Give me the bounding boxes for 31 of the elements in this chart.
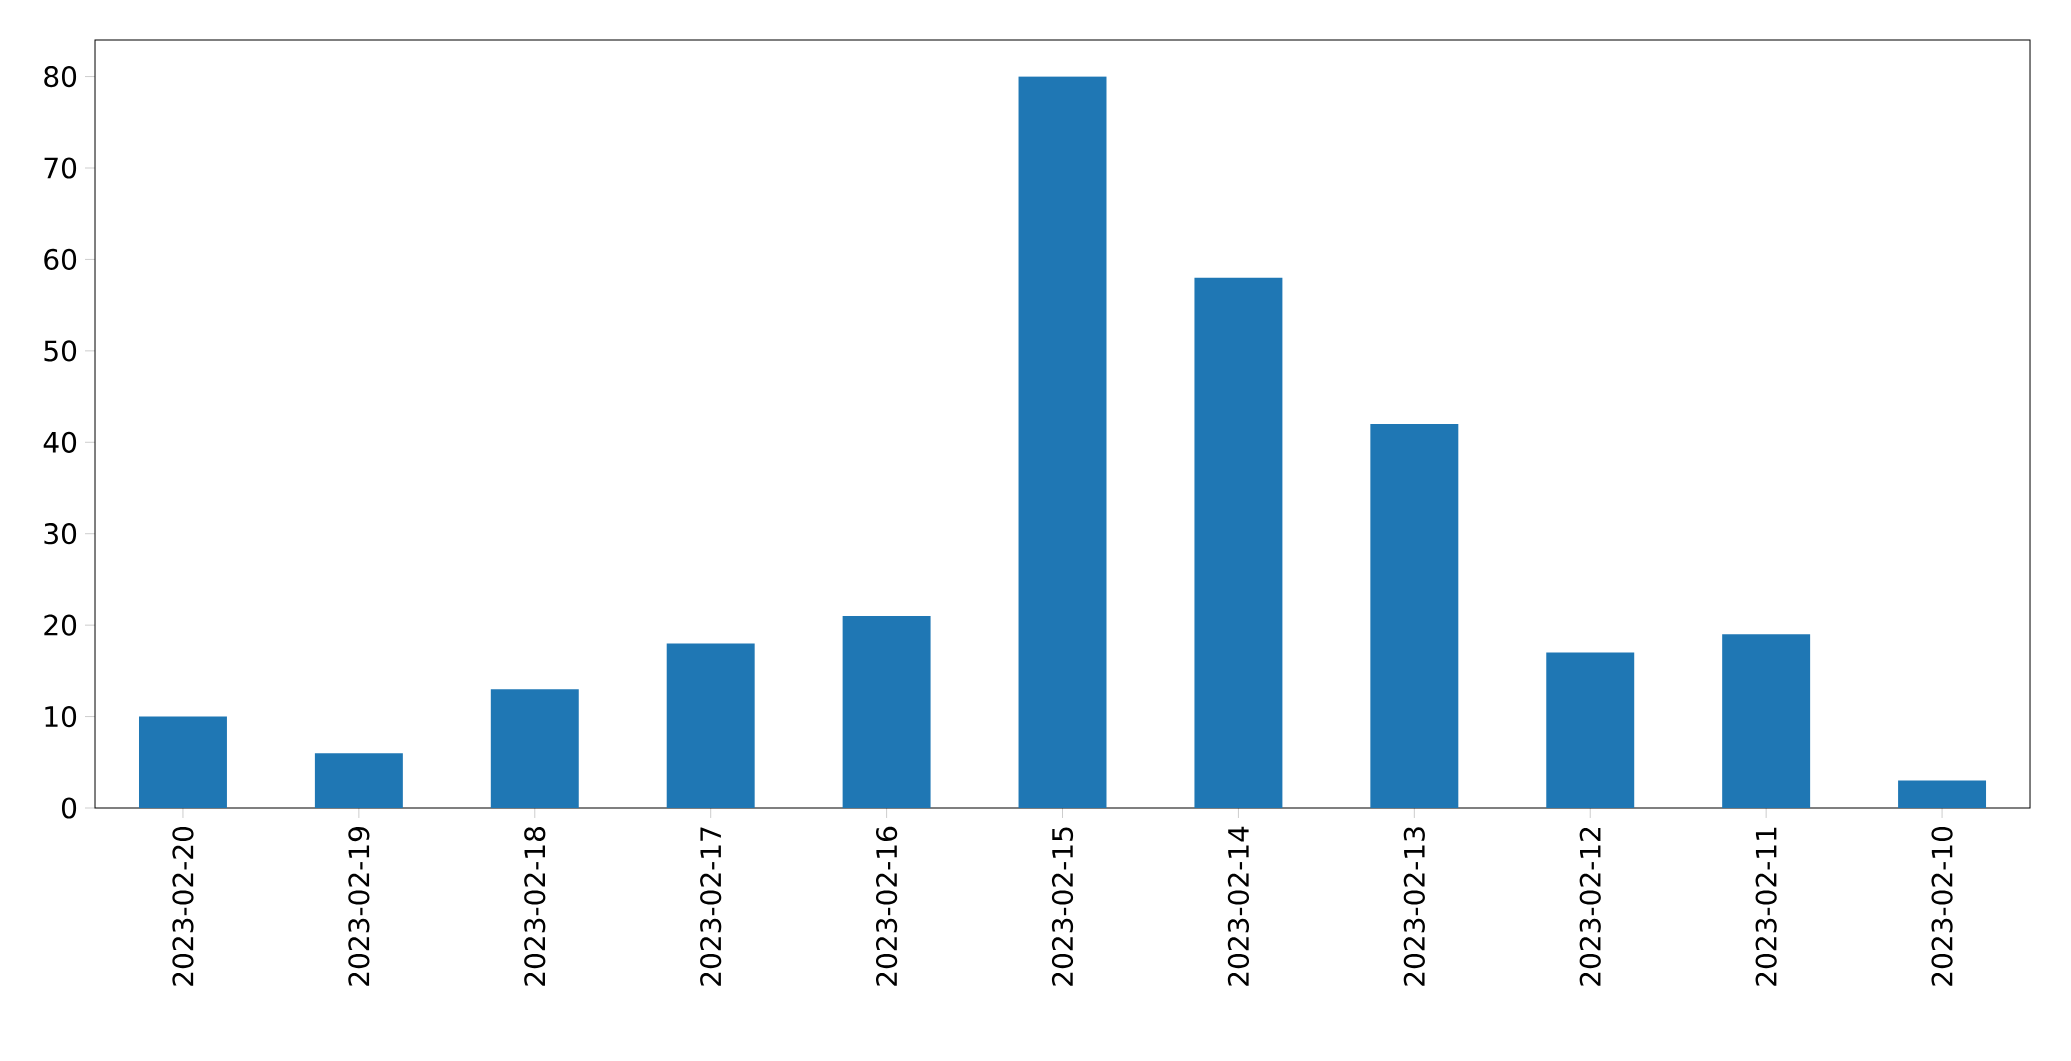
x-tick-label: 2023-02-17 — [700, 827, 722, 986]
bar — [1194, 277, 1283, 808]
y-tick-label: 30 — [44, 523, 77, 545]
x-tick-label: 2023-02-13 — [1403, 827, 1425, 986]
y-tick-label: 10 — [45, 705, 77, 728]
x-tick-label: 2023-02-20 — [172, 826, 194, 986]
bar — [314, 753, 403, 808]
bar — [842, 616, 931, 808]
y-tick-label: 70 — [44, 157, 77, 179]
x-tick-label: 2023-02-19 — [348, 827, 370, 986]
y-tick-label: 20 — [44, 614, 77, 636]
bar — [490, 689, 579, 808]
x-tick-label: 2023-02-12 — [1579, 827, 1601, 986]
x-tick-label: 2023-02-18 — [524, 827, 546, 986]
bar — [1370, 424, 1459, 808]
bar — [1722, 634, 1811, 808]
y-tick-label: 0 — [61, 797, 77, 819]
y-tick-label: 40 — [43, 431, 77, 453]
x-tick-label: 2023-02-15 — [1051, 827, 1074, 986]
x-tick-label: 2023-02-10 — [1931, 826, 1953, 986]
y-tick-label: 50 — [44, 340, 77, 362]
bar — [138, 716, 227, 808]
x-tick-label: 2023-02-16 — [876, 826, 898, 986]
y-tick-label: 60 — [44, 248, 77, 271]
bar — [1018, 76, 1107, 808]
bar — [666, 643, 755, 808]
x-tick-label: 2023-02-11 — [1755, 827, 1777, 986]
bar — [1546, 652, 1635, 808]
x-tick-label: 2023-02-14 — [1227, 826, 1250, 986]
bar — [1898, 780, 1987, 808]
y-tick-label: 80 — [44, 65, 77, 88]
